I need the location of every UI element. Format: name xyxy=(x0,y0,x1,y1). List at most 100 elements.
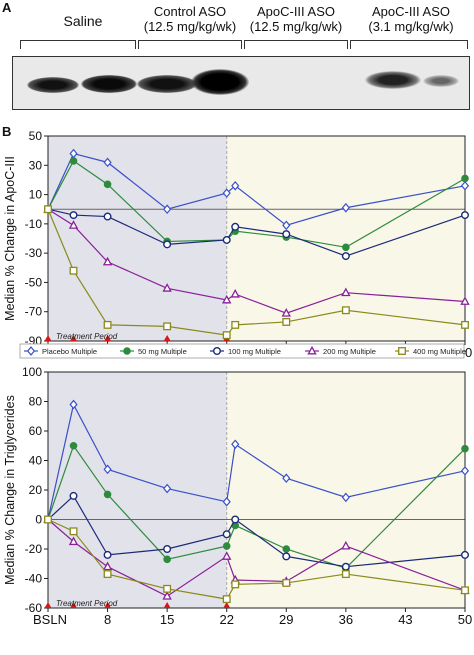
lane-bracket-apociii-high xyxy=(244,40,348,49)
plot-frame xyxy=(47,135,466,342)
data-point xyxy=(103,212,112,221)
y-tick-label: 0 xyxy=(35,513,42,527)
lane-label-line2: (12.5 mg/kg/wk) xyxy=(143,19,237,34)
lane-label-line1: ApoC-III ASO xyxy=(371,4,451,19)
data-point xyxy=(231,180,240,191)
lane-bracket-saline xyxy=(20,40,136,49)
y-tick-label: 40 xyxy=(29,454,43,468)
blot-band xyxy=(137,75,197,93)
data-point xyxy=(231,439,240,450)
data-point xyxy=(163,240,172,249)
y-axis-label: Median % Change in ApoC-III xyxy=(3,156,17,321)
y-tick-label: 10 xyxy=(29,188,43,202)
data-point xyxy=(341,570,350,579)
data-point xyxy=(162,591,172,600)
data-point xyxy=(341,306,350,315)
lane-label-apociii-high: ApoC-III ASO (12.5 mg/kg/wk) xyxy=(243,4,349,34)
data-point xyxy=(69,399,78,410)
data-point xyxy=(102,561,113,571)
panel-b-letter: B xyxy=(2,124,12,139)
y-tick-label: 80 xyxy=(29,395,43,409)
data-point xyxy=(44,205,52,214)
data-point xyxy=(103,157,112,168)
data-point xyxy=(341,540,351,550)
y-tick-label: -10 xyxy=(25,217,43,231)
y-tick-label: -60 xyxy=(25,601,43,615)
data-point xyxy=(222,530,231,539)
legend-entry: 50 mg Multiple xyxy=(138,347,187,356)
lane-label-apociii-low: ApoC-III ASO (3.1 mg/kg/wk) xyxy=(352,4,470,34)
y-tick-label: -70 xyxy=(25,305,43,319)
data-point xyxy=(69,527,78,536)
y-tick-label: 20 xyxy=(29,483,43,497)
x-tick-label: 8 xyxy=(104,612,111,627)
data-point xyxy=(102,256,113,266)
dosing-marker xyxy=(163,335,171,341)
legend-swatch-marker xyxy=(123,347,131,355)
lane-label-line1: Control ASO xyxy=(153,4,227,19)
data-point xyxy=(222,188,231,198)
dosing-marker xyxy=(163,602,171,608)
dosing-marker xyxy=(104,335,112,341)
data-point xyxy=(103,464,112,475)
data-point xyxy=(162,283,172,292)
data-point xyxy=(222,294,232,304)
x-tick-label: 36 xyxy=(339,612,353,627)
data-point xyxy=(68,536,79,546)
x-tick-label: 43 xyxy=(398,612,412,627)
lane-label-saline: Saline xyxy=(38,14,128,29)
data-point xyxy=(460,180,470,191)
data-point xyxy=(231,320,240,329)
y-tick-label: -20 xyxy=(25,542,43,556)
data-point xyxy=(68,220,79,229)
data-point xyxy=(461,586,469,595)
data-point xyxy=(103,490,112,499)
y-tick-label: -50 xyxy=(25,275,43,289)
data-point xyxy=(282,473,291,484)
x-tick-label: BSLN xyxy=(33,612,67,627)
data-point xyxy=(282,545,291,553)
data-point xyxy=(103,320,112,329)
data-point xyxy=(231,515,240,524)
lane-label-line2: (12.5 mg/kg/wk) xyxy=(249,19,343,34)
data-point xyxy=(163,555,171,564)
data-point xyxy=(163,204,172,215)
dosing-marker xyxy=(70,335,78,341)
dosing-marker xyxy=(44,602,52,608)
treatment-period-shading xyxy=(48,136,227,341)
lane-label-line1: ApoC-III ASO xyxy=(256,4,336,19)
lane-bracket-apociii-low xyxy=(350,40,468,49)
y-tick-label: 100 xyxy=(22,365,42,379)
data-point xyxy=(103,180,112,189)
data-point xyxy=(69,157,78,165)
blot-band xyxy=(423,75,459,87)
dosing-marker xyxy=(44,335,52,341)
lane-label-line2: (3.1 mg/kg/wk) xyxy=(368,19,454,34)
legend-entry: Placebo Multiple xyxy=(42,347,97,356)
y-tick-label: 50 xyxy=(29,129,43,143)
data-point xyxy=(222,235,231,244)
y-tick-label: -40 xyxy=(25,572,43,586)
panel-a-letter: A xyxy=(2,0,12,15)
legend-swatch-marker xyxy=(212,347,221,356)
blot-band xyxy=(191,69,249,95)
legend-entry: 100 mg Multiple xyxy=(228,347,281,356)
blot-band xyxy=(27,77,79,93)
data-point xyxy=(163,322,172,331)
data-point xyxy=(282,220,291,231)
data-point xyxy=(282,318,291,326)
treatment-period-label: Treatment Period xyxy=(56,332,118,341)
lane-bracket-control-aso xyxy=(138,40,242,49)
data-point xyxy=(341,252,350,261)
x-tick-label: 50 xyxy=(458,612,472,627)
data-point xyxy=(230,288,240,298)
data-point xyxy=(163,584,172,593)
data-point xyxy=(222,542,231,550)
data-point xyxy=(341,492,350,503)
data-point xyxy=(461,320,469,329)
dosing-marker xyxy=(223,602,231,608)
data-point xyxy=(222,595,231,604)
legend-swatch-marker xyxy=(307,345,317,355)
dosing-marker xyxy=(104,602,112,608)
data-point xyxy=(103,550,112,559)
